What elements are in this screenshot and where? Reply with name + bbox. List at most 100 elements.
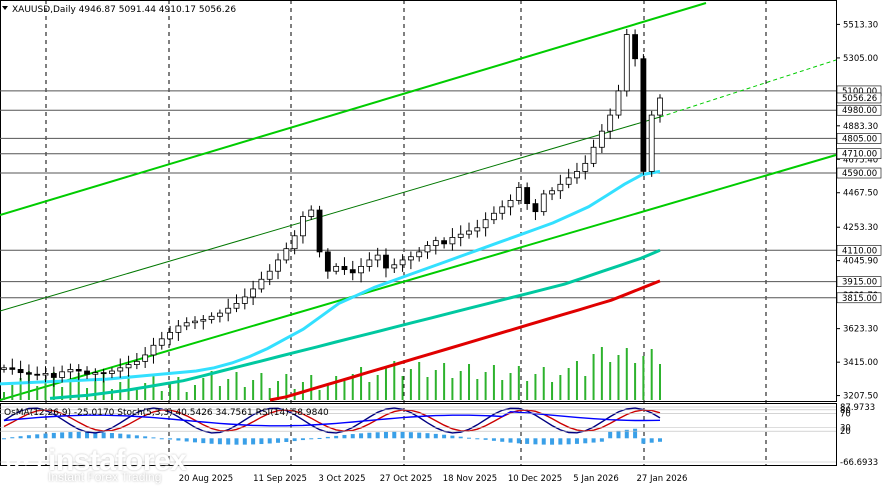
candle-body	[308, 209, 315, 217]
osma-bar	[334, 435, 339, 439]
volume-bar	[94, 381, 97, 400]
volume-bar	[443, 363, 446, 400]
volume-bar	[659, 364, 661, 400]
volume-bar	[434, 370, 437, 400]
osma-bar	[392, 431, 397, 439]
volume-bar	[542, 367, 545, 400]
osma-bar	[658, 438, 662, 442]
osma-bar	[267, 438, 272, 444]
osma-bar	[300, 438, 305, 441]
osma-bar	[201, 438, 206, 444]
osma-bar	[558, 438, 563, 445]
candle-body	[275, 259, 281, 272]
candle-body	[266, 270, 273, 280]
level-tag-label: 4710.00	[842, 150, 877, 160]
volume-bar	[19, 378, 22, 400]
candle-body	[424, 245, 431, 253]
channel-mid-projection	[659, 59, 837, 118]
candle-body	[291, 235, 298, 250]
osma-bar	[26, 435, 31, 439]
price-tick-label: 4045.90	[843, 257, 878, 267]
volume-bar	[492, 365, 495, 400]
volume-bar	[384, 368, 387, 400]
level-tag-box	[836, 104, 882, 116]
volume-bar	[650, 349, 653, 400]
volume-bar	[526, 381, 529, 400]
volume-bar	[69, 380, 72, 400]
level-tag-box	[836, 148, 882, 160]
candle-body	[1, 367, 7, 370]
volume-bar	[343, 381, 346, 400]
date-label: 18 Nov 2025	[443, 474, 497, 484]
candle-body	[233, 303, 240, 309]
channel-upper-line	[0, 2, 707, 216]
indicator-tick-label: 20	[840, 427, 851, 437]
level-tag-box	[836, 244, 882, 256]
osma-bar	[309, 438, 314, 440]
candle-body	[574, 171, 580, 179]
candle-body	[142, 354, 149, 362]
level-tags: 5100.00 4980.00 4805.00 4710.00 4590.00 4110.…	[836, 85, 882, 304]
volume-bar	[468, 364, 471, 400]
volume-bar	[326, 383, 329, 400]
candle-body	[167, 331, 173, 340]
osma-bar	[533, 438, 538, 445]
osma-bar	[624, 429, 629, 439]
candle-body	[17, 369, 24, 374]
volume-bar	[102, 374, 105, 400]
price-tick-label: 4675.40	[843, 155, 878, 165]
osma-bar	[251, 438, 256, 445]
volume-bar	[243, 387, 246, 400]
volume-bar	[360, 367, 363, 400]
osma-bar	[126, 434, 131, 439]
volume-bar	[501, 380, 504, 400]
volume-bar	[152, 376, 155, 400]
volume-bar	[202, 378, 205, 400]
candle-body	[225, 307, 232, 314]
candles	[1, 28, 663, 387]
level-tag-label: 4980.00	[842, 106, 877, 116]
osma-bar	[192, 438, 197, 443]
candle-body	[499, 206, 506, 214]
candle-body	[9, 367, 16, 370]
osma-bar	[433, 433, 438, 439]
volume-bar	[584, 376, 587, 400]
candle-body	[557, 183, 564, 192]
candle-body	[540, 193, 547, 213]
instaforex-logo-icon	[6, 443, 42, 479]
volume-bar	[418, 362, 421, 400]
volume-bar	[451, 378, 454, 400]
brand-logo: instaforex	[6, 443, 187, 479]
level-tag-label: 3815.00	[842, 294, 877, 304]
candle-body	[598, 130, 605, 148]
current-price-box	[836, 92, 882, 104]
osma-bar	[475, 438, 480, 440]
osma-bar	[359, 433, 364, 439]
volume-bar	[368, 382, 371, 400]
candle-body	[482, 219, 489, 229]
osma-bar	[342, 434, 347, 439]
osma-bar	[574, 438, 579, 444]
osma-bar	[10, 437, 15, 439]
level-tag-label: 4590.00	[842, 169, 877, 179]
osma-bar	[375, 432, 380, 439]
osma-bar	[450, 435, 455, 439]
volume-bar	[185, 392, 188, 400]
osma-bar	[616, 430, 621, 439]
candle-body	[175, 325, 182, 333]
candle-body	[515, 187, 522, 201]
level-tag-label: 4805.00	[842, 134, 877, 144]
candle-body	[250, 288, 257, 298]
volume-bar	[11, 385, 14, 400]
volume-bar	[252, 380, 255, 400]
osma-bar	[93, 432, 98, 439]
volume-bar	[277, 381, 280, 400]
candle-body	[607, 114, 614, 132]
oscillator-lines	[3, 407, 661, 434]
candle-body	[507, 199, 514, 208]
candle-body	[441, 240, 448, 245]
dropdown-triangle-icon[interactable]	[2, 6, 8, 10]
osma-bar	[317, 437, 322, 439]
osma-bar	[525, 438, 530, 444]
